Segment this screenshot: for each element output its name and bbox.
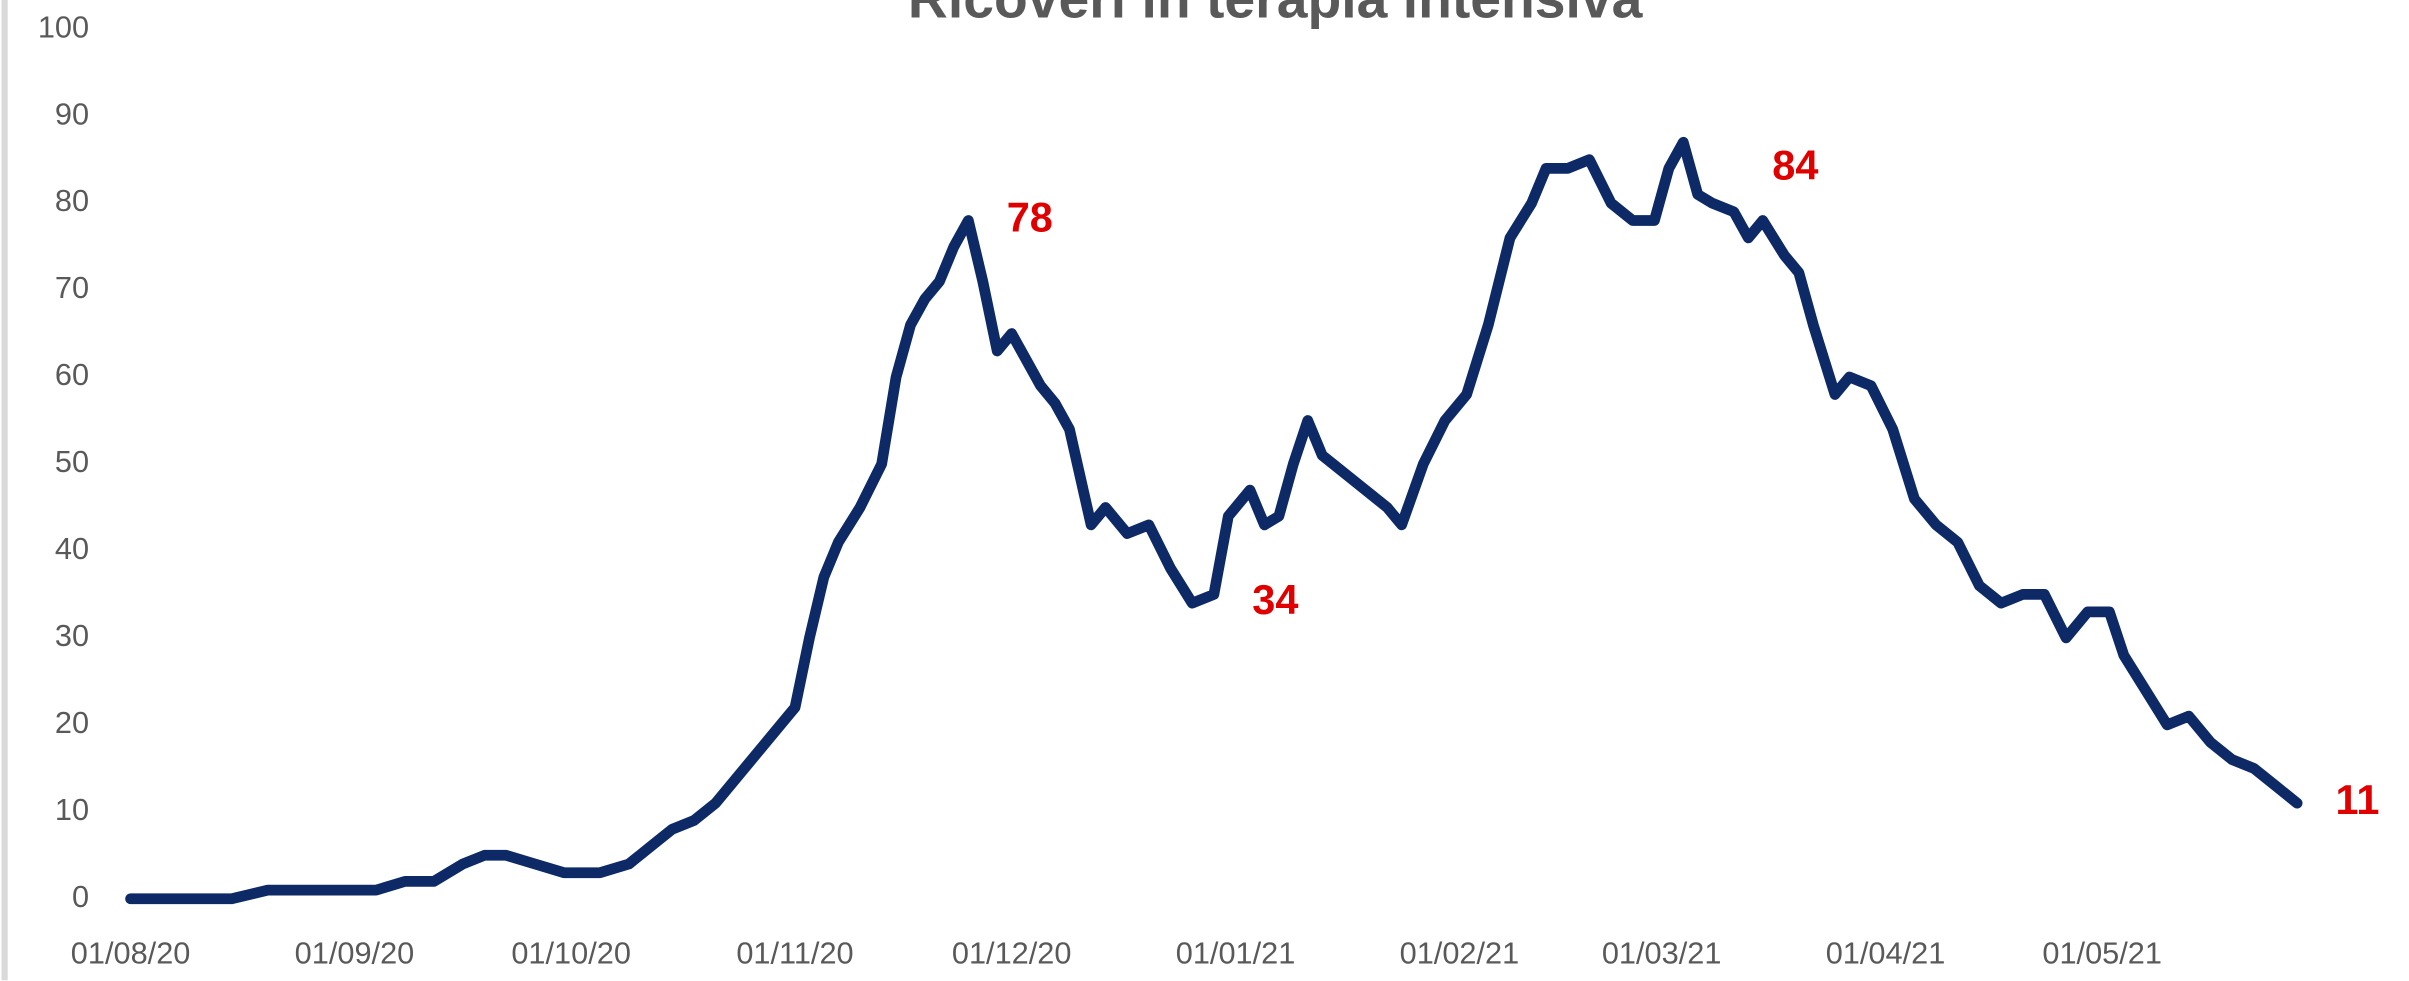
y-tick-label: 80 [55, 183, 89, 218]
x-tick-label: 01/03/21 [1602, 936, 1722, 971]
y-tick-label: 40 [55, 531, 89, 566]
x-tick-label: 01/08/20 [71, 936, 191, 971]
x-tick-label: 01/02/21 [1400, 936, 1520, 971]
y-tick-label: 70 [55, 270, 89, 305]
y-tick-label: 0 [72, 879, 89, 914]
x-tick-label: 01/09/20 [295, 936, 415, 971]
chart-title: Ricoveri in terapia intensiva [908, 0, 1644, 30]
data-line [125, 136, 2303, 905]
y-tick-label: 10 [55, 792, 89, 827]
y-tick-label: 30 [55, 618, 89, 653]
annotation: 84 [1772, 141, 1818, 188]
x-tick-label: 01/04/21 [1826, 936, 1946, 971]
y-tick-label: 20 [55, 705, 89, 740]
annotation: 78 [1007, 193, 1053, 240]
x-tick-label: 01/10/20 [511, 936, 631, 971]
x-tick-label: 01/05/21 [2042, 936, 2162, 971]
x-tick-label: 01/01/21 [1176, 936, 1296, 971]
annotation: 34 [1252, 576, 1298, 623]
y-tick-label: 60 [55, 357, 89, 392]
y-tick-label: 100 [38, 9, 89, 44]
x-tick-label: 01/12/20 [952, 936, 1072, 971]
x-tick-label: 01/11/20 [736, 936, 853, 971]
annotation: 11 [2336, 776, 2380, 823]
y-tick-label: 50 [55, 444, 89, 479]
y-tick-label: 90 [55, 96, 89, 131]
